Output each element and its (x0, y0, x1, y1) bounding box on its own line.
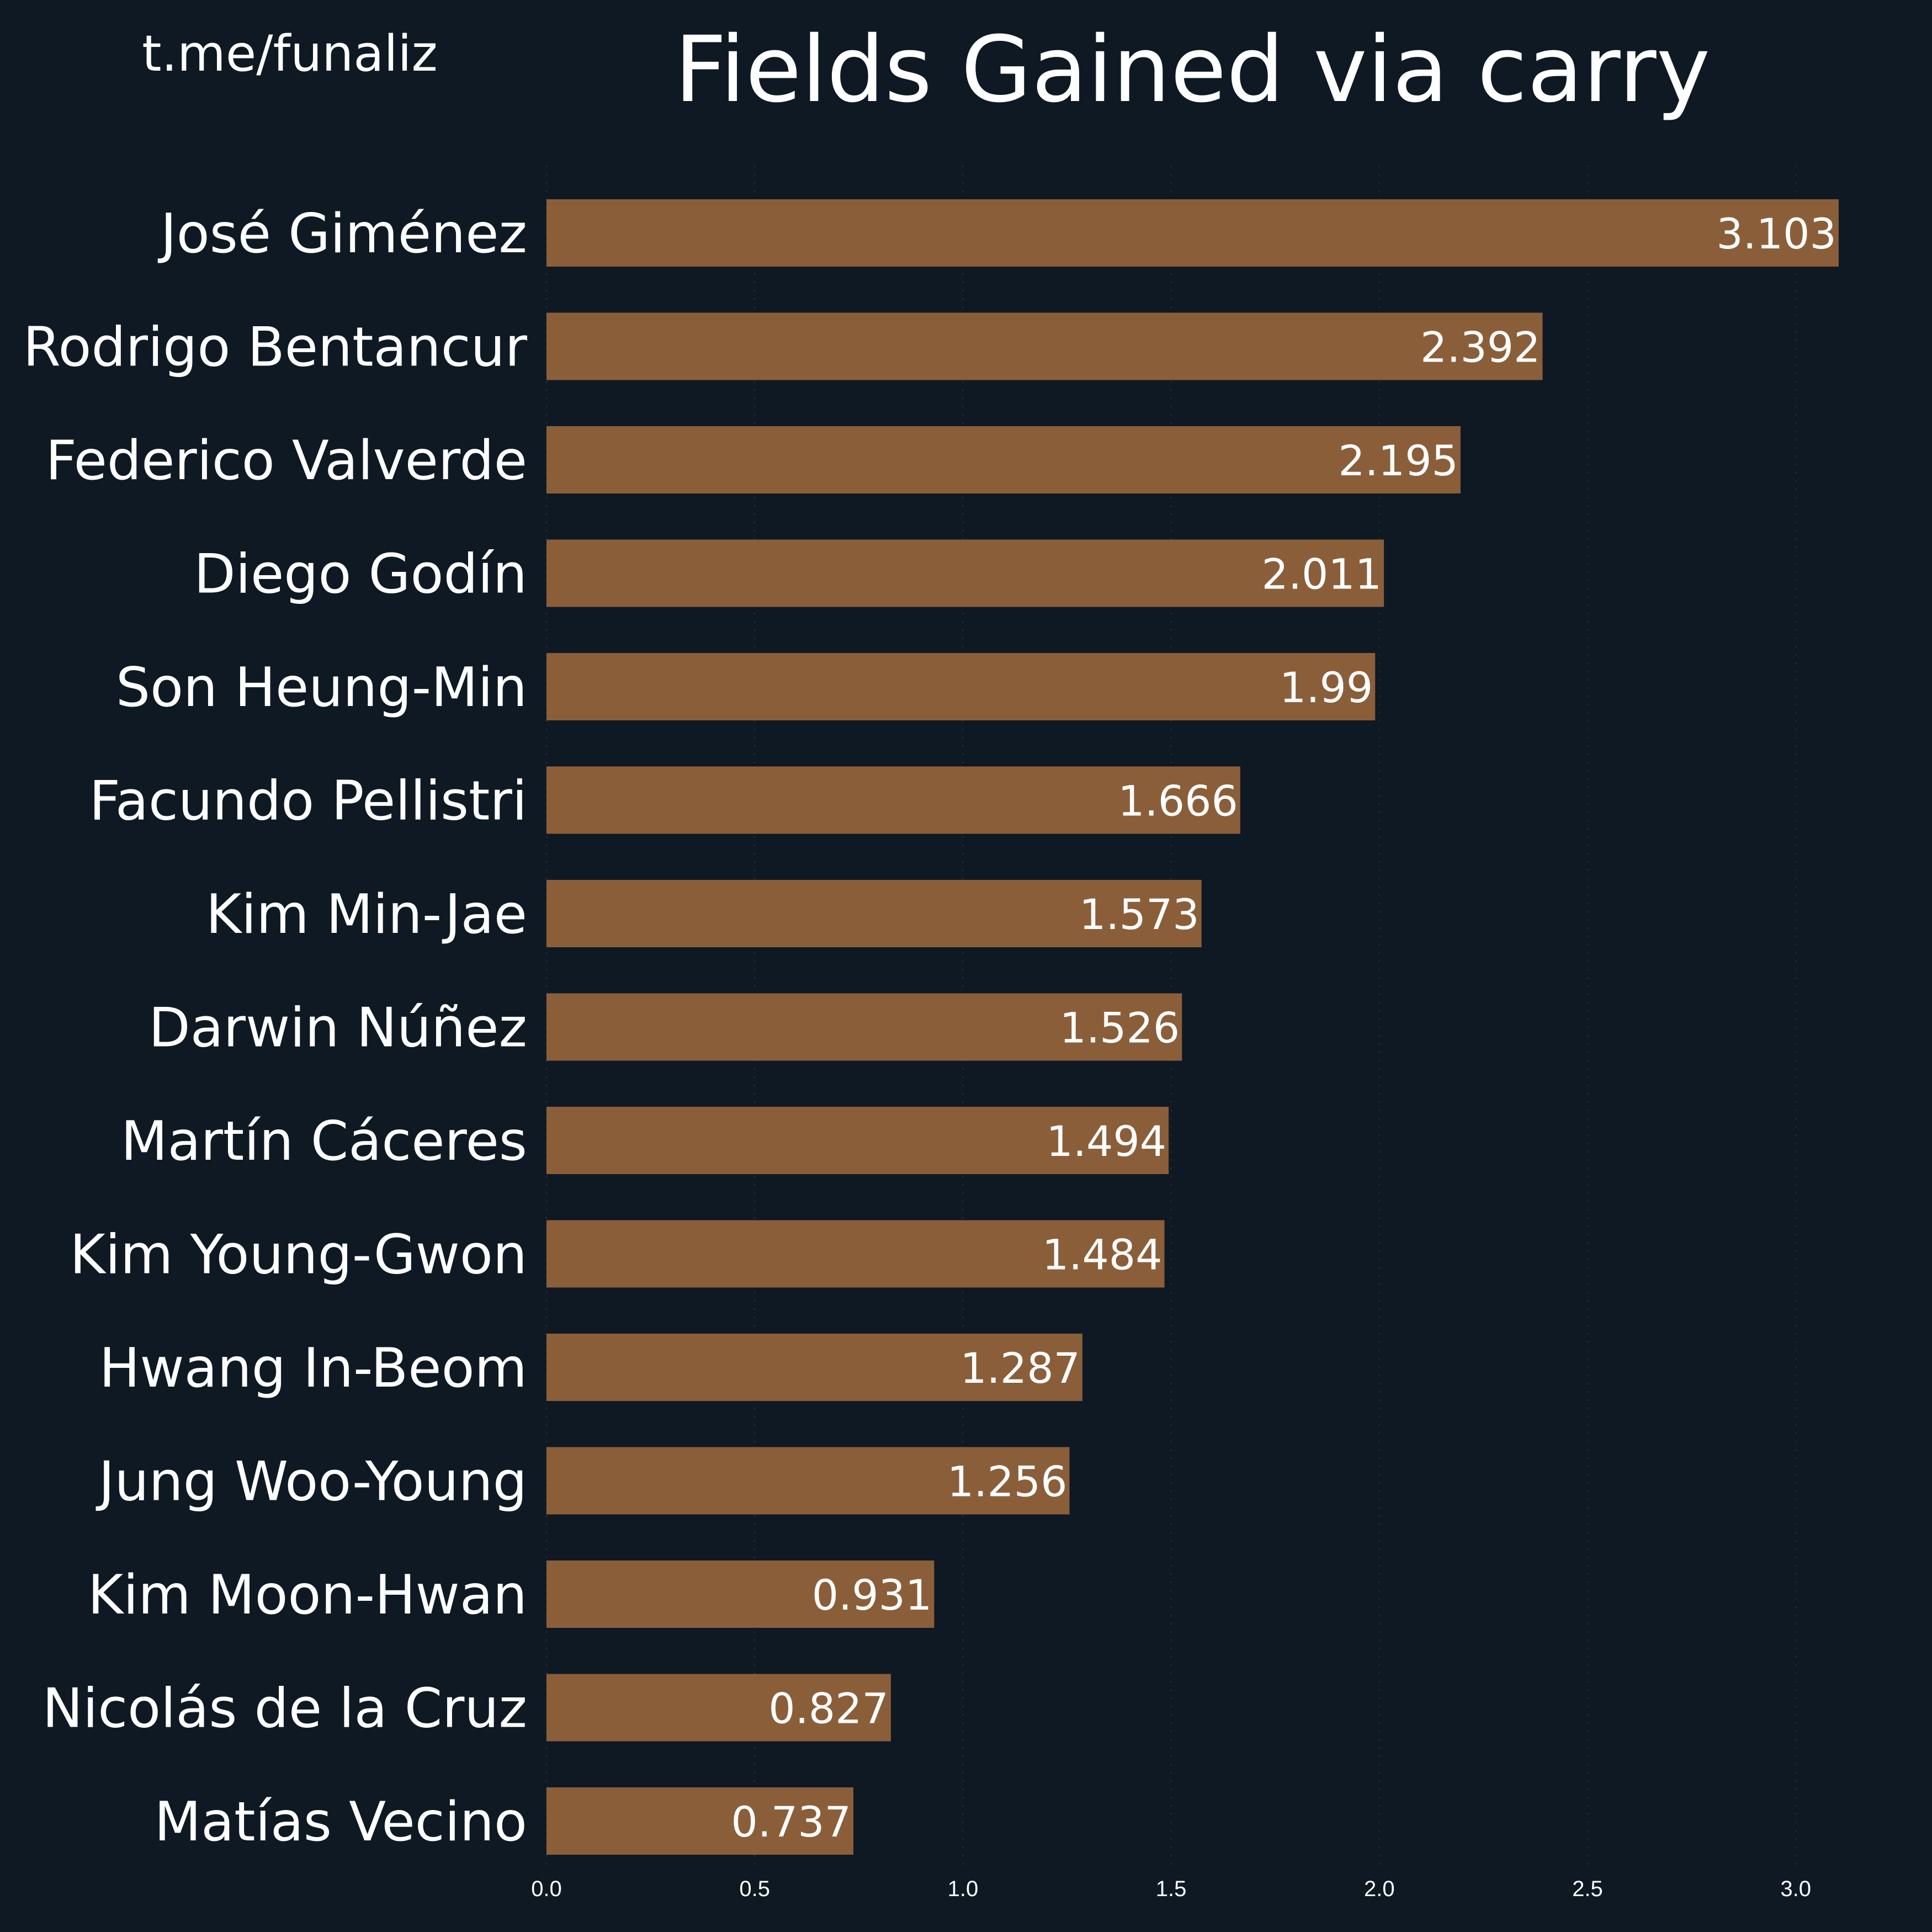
value-label: 1.526 (1060, 1004, 1180, 1053)
chart-title: Fields Gained via carry (674, 17, 1711, 123)
x-tick-label: 0.5 (739, 1877, 770, 1901)
bar (546, 880, 1202, 947)
value-label: 0.827 (768, 1684, 889, 1733)
value-label: 1.99 (1280, 663, 1373, 712)
category-label: Son Heung-Min (116, 656, 527, 719)
category-label: Kim Min-Jae (206, 883, 527, 946)
value-label: 1.573 (1079, 890, 1199, 939)
bar (546, 1561, 935, 1628)
category-label: Kim Young-Gwon (70, 1224, 527, 1287)
watermark: t.me/funaliz (142, 25, 438, 83)
category-label: Hwang In-Beom (99, 1337, 527, 1400)
x-tick-label: 1.0 (948, 1877, 979, 1901)
bar (546, 1220, 1165, 1288)
category-label: Jung Woo-Young (95, 1451, 527, 1514)
bar (546, 1334, 1082, 1401)
bar (546, 1447, 1070, 1515)
bar (546, 653, 1376, 720)
bar (546, 312, 1543, 380)
x-tick-label: 3.0 (1780, 1877, 1811, 1901)
value-label: 2.195 (1338, 436, 1458, 485)
category-label: Nicolás de la Cruz (43, 1678, 527, 1740)
bar (546, 1674, 891, 1742)
value-label: 1.494 (1046, 1117, 1166, 1166)
category-label: Kim Moon-Hwan (88, 1564, 527, 1627)
value-label: 1.484 (1042, 1230, 1163, 1280)
bar (546, 1787, 853, 1855)
category-label: Federico Valverde (46, 429, 527, 492)
category-label: Rodrigo Bentancur (23, 316, 528, 379)
x-tick-label: 2.5 (1572, 1877, 1603, 1901)
category-label: Martín Cáceres (121, 1110, 527, 1173)
bar (546, 766, 1240, 834)
value-label: 2.392 (1420, 323, 1541, 372)
value-label: 1.287 (960, 1344, 1080, 1393)
value-label: 1.666 (1118, 777, 1238, 826)
bar (546, 539, 1384, 607)
bar (546, 199, 1839, 267)
value-label: 1.256 (947, 1457, 1068, 1506)
category-label: Facundo Pellistri (89, 770, 527, 833)
category-label: Diego Godín (194, 543, 527, 606)
x-tick-label: 0.0 (531, 1877, 562, 1901)
value-label: 0.737 (731, 1797, 851, 1846)
x-tick-label: 2.0 (1364, 1877, 1395, 1901)
value-label: 0.931 (812, 1570, 932, 1620)
value-label: 2.011 (1262, 550, 1382, 599)
x-tick-label: 1.5 (1156, 1877, 1187, 1901)
category-label: Darwin Núñez (148, 997, 527, 1060)
bar (546, 1107, 1169, 1174)
value-label: 3.103 (1716, 209, 1837, 258)
category-label: Matías Vecino (155, 1791, 527, 1854)
category-label: José Giménez (157, 203, 527, 266)
bar (546, 426, 1461, 493)
bar (546, 993, 1182, 1061)
